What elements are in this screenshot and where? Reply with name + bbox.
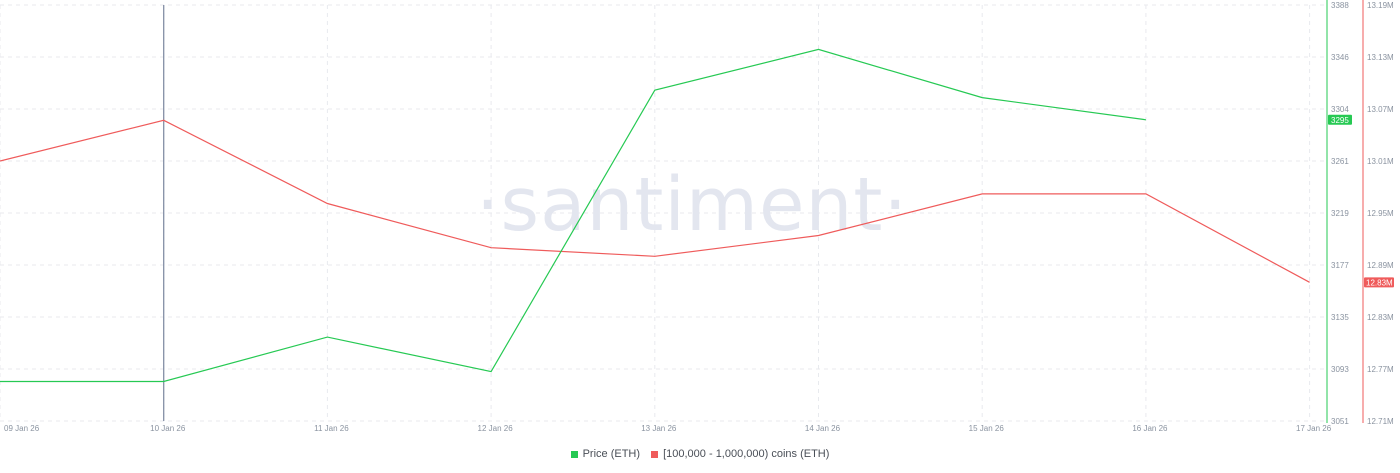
chart-legend: Price (ETH) [100,000 - 1,000,000) coins … — [0, 448, 1400, 461]
holders-tick-label: 12.71M — [1367, 417, 1394, 426]
holders-tick-label: 12.77M — [1367, 365, 1394, 374]
holders-badge-text: 12.83M — [1366, 278, 1393, 287]
legend-swatch-price — [570, 450, 578, 458]
price-series-line[interactable] — [0, 48, 1146, 383]
x-tick-label: 11 Jan 26 — [314, 424, 349, 433]
price-last-value-badge: 3295 — [1328, 114, 1352, 125]
chart-grid — [0, 4, 1327, 422]
holders-tick-label: 13.19M — [1367, 1, 1394, 10]
x-tick-label: 15 Jan 26 — [969, 424, 1005, 433]
x-tick-label: 12 Jan 26 — [478, 424, 514, 433]
price-badge-text: 3295 — [1331, 116, 1349, 125]
price-tick-label: 3388 — [1331, 1, 1349, 10]
price-tick-label: 3219 — [1331, 209, 1349, 218]
holders-series-line[interactable] — [0, 119, 1310, 283]
santiment-watermark: ·santiment· — [476, 162, 908, 248]
price-tick-label: 3346 — [1331, 53, 1349, 62]
price-tick-label: 3135 — [1331, 313, 1349, 322]
price-tick-label: 3051 — [1331, 417, 1349, 426]
holders-tick-label: 13.01M — [1367, 157, 1394, 166]
price-axis-ticks: 3388 3346 3304 3261 3219 3177 3135 3093 3051 — [1331, 1, 1349, 426]
x-tick-label: 14 Jan 26 — [805, 424, 841, 433]
holders-tick-label: 12.83M — [1367, 313, 1394, 322]
holders-badge-bg — [1364, 277, 1394, 288]
legend-swatch-holders — [651, 450, 659, 458]
holders-tick-label: 12.89M — [1367, 261, 1394, 270]
holders-last-value-badge: 12.83M — [1364, 277, 1394, 288]
holders-axis-ticks: 13.19M 13.13M 13.07M 13.01M 12.95M 12.89M 12.8… — [1367, 1, 1394, 426]
x-tick-label: 09 Jan 26 — [4, 424, 40, 433]
x-tick-label: 17 Jan 26 — [1296, 424, 1332, 433]
x-tick-label: 10 Jan 26 — [150, 424, 186, 433]
price-badge-bg — [1328, 114, 1352, 125]
price-tick-label: 3093 — [1331, 365, 1349, 374]
holders-tick-label: 13.07M — [1367, 105, 1394, 114]
legend-label-holders: [100,000 - 1,000,000) coins (ETH) — [663, 448, 830, 460]
holders-tick-label: 12.95M — [1367, 209, 1394, 218]
price-tick-label: 3261 — [1331, 157, 1349, 166]
x-axis-ticks: 09 Jan 26 10 Jan 26 11 Jan 26 12 Jan 26 13 J… — [4, 424, 1332, 433]
x-tick-label: 16 Jan 26 — [1132, 424, 1168, 433]
holders-tick-label: 13.13M — [1367, 53, 1394, 62]
legend-label-price: Price (ETH) — [582, 448, 641, 460]
legend-item-holders[interactable]: [100,000 - 1,000,000) coins (ETH) — [651, 448, 829, 460]
legend-item-price[interactable]: Price (ETH) — [570, 448, 641, 460]
price-tick-label: 3177 — [1331, 261, 1349, 270]
price-tick-label: 3304 — [1331, 105, 1349, 114]
x-tick-label: 13 Jan 26 — [641, 424, 677, 433]
